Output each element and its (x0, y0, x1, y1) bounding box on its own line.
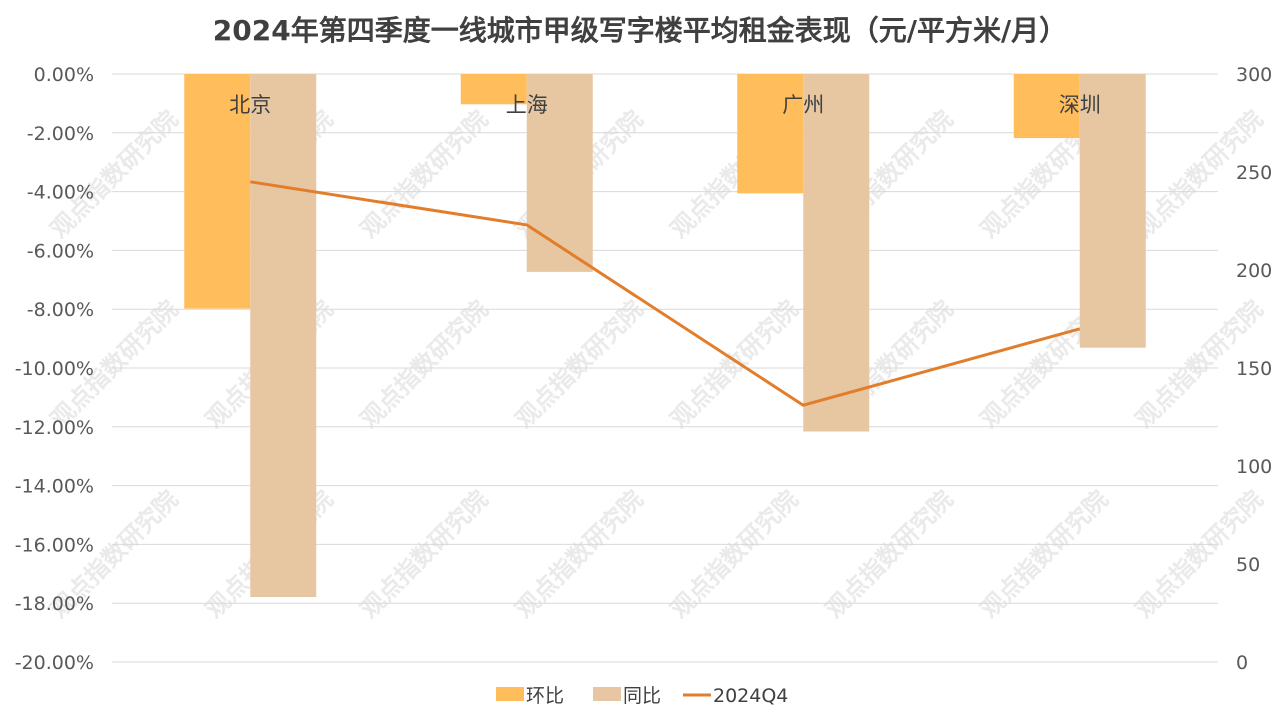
line-2024Q4 (250, 180, 1081, 407)
y-axis-right: 300 250 200 150 100 50 0 (1236, 64, 1272, 674)
y-right-tick-label: 150 (1236, 358, 1272, 380)
y-left-tick-label: -14.00% (15, 476, 94, 498)
line-series (250, 180, 1081, 407)
legend: 环比 同比 2024Q4 (496, 685, 788, 707)
y-left-tick-label: -12.00% (15, 417, 94, 439)
y-right-tick-label: 0 (1236, 652, 1248, 674)
y-left-tick-label: -10.00% (15, 358, 94, 380)
category-label: 北京 (229, 93, 271, 117)
bar-环比-上海 (460, 74, 527, 105)
category-labels: 北京 上海 广州 深圳 (229, 93, 1101, 117)
y-left-tick-label: -18.00% (15, 593, 94, 615)
category-label: 上海 (506, 93, 548, 117)
watermark-text: 观点指数研究院 (355, 295, 494, 434)
y-right-tick-label: 100 (1236, 456, 1272, 478)
bar-同比-广州 (803, 74, 870, 432)
y-left-tick-label: -20.00% (15, 652, 94, 674)
chart-title: 2024年第四季度一线城市甲级写字楼平均租金表现（元/平方米/月） (213, 14, 1067, 47)
y-right-tick-label: 50 (1236, 554, 1260, 576)
y-left-tick-label: -6.00% (27, 240, 94, 262)
y-right-tick-label: 300 (1236, 64, 1272, 86)
bar-环比-北京 (184, 74, 251, 309)
legend-swatch-同比 (593, 687, 621, 701)
bar-同比-深圳 (1079, 74, 1146, 348)
watermark-text: 观点指数研究院 (510, 295, 649, 434)
bar-环比-深圳 (1013, 74, 1080, 139)
y-left-tick-label: -8.00% (27, 299, 94, 321)
y-right-tick-label: 250 (1236, 162, 1272, 184)
watermark-text: 观点指数研究院 (665, 295, 804, 434)
legend-swatch-环比 (496, 687, 524, 701)
category-label: 广州 (782, 93, 824, 117)
bars (184, 74, 1146, 598)
y-right-tick-label: 200 (1236, 260, 1272, 282)
bar-同比-上海 (526, 74, 593, 272)
y-left-tick-label: 0.00% (34, 64, 94, 86)
bar-环比-广州 (737, 74, 804, 194)
y-left-tick-label: -2.00% (27, 123, 94, 145)
legend-label: 同比 (623, 685, 661, 707)
watermark-text: 观点指数研究院 (355, 105, 494, 244)
y-axis-left: 0.00% -2.00% -4.00% -6.00% -8.00% -10.00% -12.… (15, 64, 94, 674)
legend-label: 环比 (526, 685, 564, 707)
y-left-tick-label: -4.00% (27, 182, 94, 204)
bar-同比-北京 (250, 74, 317, 598)
y-left-tick-label: -16.00% (15, 534, 94, 556)
legend-label: 2024Q4 (713, 685, 788, 707)
category-label: 深圳 (1059, 93, 1101, 117)
